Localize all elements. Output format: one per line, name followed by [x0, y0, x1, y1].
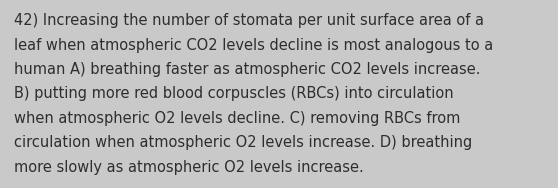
Text: 42) Increasing the number of stomata per unit surface area of a: 42) Increasing the number of stomata per… — [14, 13, 484, 28]
Text: leaf when atmospheric CO2 levels decline is most analogous to a: leaf when atmospheric CO2 levels decline… — [14, 38, 493, 53]
Text: human A) breathing faster as atmospheric CO2 levels increase.: human A) breathing faster as atmospheric… — [14, 62, 480, 77]
Text: when atmospheric O2 levels decline. C) removing RBCs from: when atmospheric O2 levels decline. C) r… — [14, 111, 460, 126]
Text: more slowly as atmospheric O2 levels increase.: more slowly as atmospheric O2 levels inc… — [14, 160, 364, 175]
Text: circulation when atmospheric O2 levels increase. D) breathing: circulation when atmospheric O2 levels i… — [14, 135, 472, 150]
Text: B) putting more red blood corpuscles (RBCs) into circulation: B) putting more red blood corpuscles (RB… — [14, 86, 454, 102]
